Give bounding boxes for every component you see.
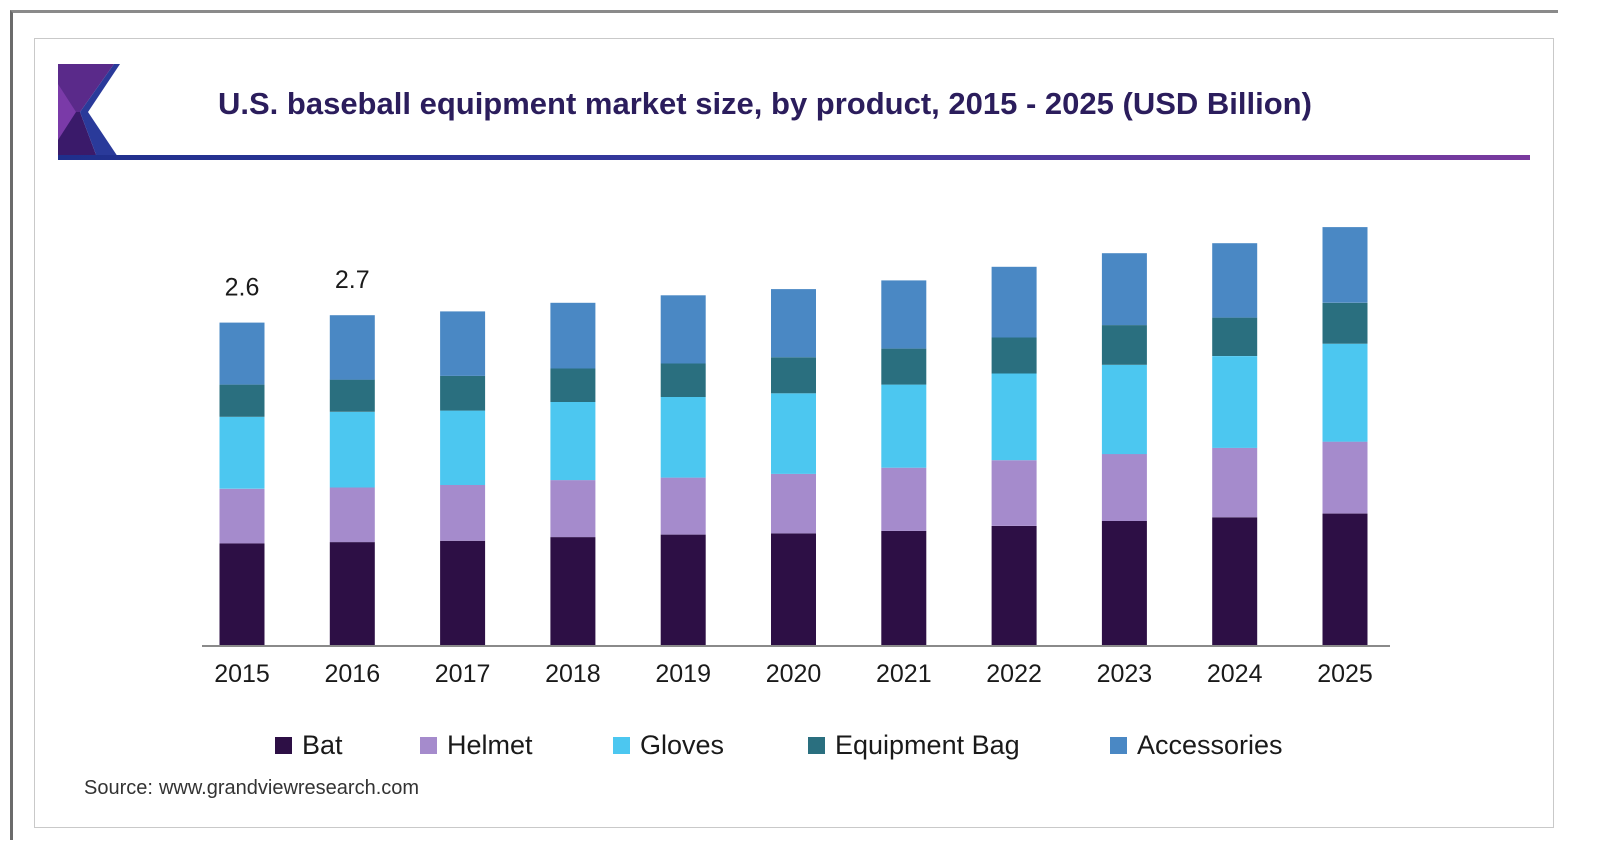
bar-2021-gloves	[881, 384, 927, 468]
bar-2018-bat	[550, 537, 596, 645]
bar-2025-equipment-bag	[1322, 302, 1368, 344]
x-tick-label-2018: 2018	[545, 660, 601, 688]
bar-2023-equipment-bag	[1101, 325, 1147, 365]
bar-2022-accessories	[991, 266, 1037, 338]
legend-label-accessories: Accessories	[1137, 729, 1283, 760]
bar-2016-helmet	[329, 487, 375, 543]
bar-2023-helmet	[1101, 454, 1147, 521]
chart-title: U.S. baseball equipment market size, by …	[218, 86, 1312, 121]
bar-2019-gloves	[660, 397, 706, 478]
bar-2016-gloves	[329, 411, 375, 488]
bar-2015-gloves	[219, 416, 265, 489]
bar-2018-helmet	[550, 480, 596, 538]
bar-2020-bat	[771, 533, 816, 645]
bar-2024-accessories	[1212, 243, 1258, 318]
bar-2021-accessories	[881, 280, 927, 349]
bar-2020-gloves	[771, 393, 816, 474]
x-tick-label-2023: 2023	[1097, 660, 1153, 688]
bar-2020-helmet	[771, 473, 816, 534]
bar-2017-bat	[440, 540, 486, 645]
bar-2020-equipment-bag	[771, 357, 816, 394]
bar-2023-bat	[1101, 521, 1147, 645]
bar-2023-accessories	[1101, 253, 1147, 326]
x-tick-label-2020: 2020	[766, 660, 822, 688]
bar-2019-accessories	[660, 295, 706, 364]
x-tick-label-2024: 2024	[1207, 660, 1263, 688]
bar-2024-gloves	[1212, 356, 1258, 448]
bar-2020-accessories	[771, 289, 816, 358]
legend-label-gloves: Gloves	[640, 729, 725, 760]
bar-2024-bat	[1212, 517, 1258, 645]
bar-2017-equipment-bag	[440, 375, 486, 411]
x-tick-label-2019: 2019	[655, 660, 711, 688]
x-tick-label-2025: 2025	[1317, 660, 1373, 688]
bar-2015-bat	[219, 543, 265, 645]
legend-swatch-accessories	[1110, 736, 1127, 754]
chart-legend: Bat Helmet Gloves Equipment Bag Accessor…	[0, 727, 1600, 763]
legend-label-equipment-bag: Equipment Bag	[835, 729, 1020, 760]
bar-2018-equipment-bag	[550, 368, 596, 402]
legend-label-bat: Bat	[302, 729, 343, 760]
title-divider	[58, 155, 1530, 160]
bar-2021-helmet	[881, 467, 927, 531]
brand-logo-icon	[58, 64, 120, 160]
source-note: Source: www.grandviewresearch.com	[84, 777, 419, 800]
bar-2021-bat	[881, 530, 927, 645]
bar-2018-accessories	[550, 302, 596, 369]
bar-2025-bat	[1322, 513, 1368, 645]
bar-2017-gloves	[440, 410, 486, 485]
bar-2025-gloves	[1322, 343, 1368, 442]
legend-swatch-gloves	[613, 736, 630, 754]
bar-2025-helmet	[1322, 441, 1368, 514]
bar-2019-equipment-bag	[660, 363, 706, 397]
data-label-2015: 2.6	[225, 274, 260, 302]
legend-label-helmet: Helmet	[447, 729, 533, 760]
bar-2019-bat	[660, 534, 706, 645]
bar-2016-accessories	[329, 315, 375, 380]
source-label: Source:	[84, 777, 153, 799]
legend-item-accessories: Accessories	[1110, 727, 1283, 763]
x-tick-label-2022: 2022	[986, 660, 1042, 688]
bar-2022-equipment-bag	[991, 337, 1037, 374]
bar-2015-accessories	[219, 322, 265, 385]
source-url: www.grandviewresearch.com	[158, 777, 420, 799]
legend-item-helmet: Helmet	[420, 727, 533, 763]
bar-2019-helmet	[660, 477, 706, 535]
legend-swatch-bat	[275, 736, 292, 754]
x-tick-label-2017: 2017	[435, 660, 491, 688]
bar-2024-helmet	[1212, 447, 1258, 518]
bar-2025-accessories	[1322, 227, 1368, 303]
data-label-2016: 2.7	[335, 266, 370, 294]
bar-2015-equipment-bag	[219, 384, 265, 417]
legend-item-gloves: Gloves	[613, 727, 724, 763]
bar-2022-helmet	[991, 460, 1037, 526]
bar-2018-gloves	[550, 402, 596, 481]
bar-2022-gloves	[991, 373, 1037, 461]
bar-2017-accessories	[440, 311, 486, 376]
bar-2016-bat	[329, 542, 375, 645]
bar-2015-helmet	[219, 488, 265, 544]
bar-2021-equipment-bag	[881, 348, 927, 385]
legend-item-equipment-bag: Equipment Bag	[808, 727, 1020, 763]
x-tick-label-2015: 2015	[214, 660, 270, 688]
x-tick-label-2016: 2016	[324, 660, 380, 688]
legend-swatch-helmet	[420, 736, 437, 754]
x-tick-label-2021: 2021	[876, 660, 932, 688]
bar-2017-helmet	[440, 485, 486, 541]
bar-2022-bat	[991, 526, 1037, 645]
bar-2023-gloves	[1101, 364, 1147, 455]
bar-2024-equipment-bag	[1212, 317, 1258, 356]
bar-2016-equipment-bag	[329, 379, 375, 412]
legend-item-bat: Bat	[275, 727, 343, 763]
legend-swatch-equipment-bag	[808, 736, 825, 754]
